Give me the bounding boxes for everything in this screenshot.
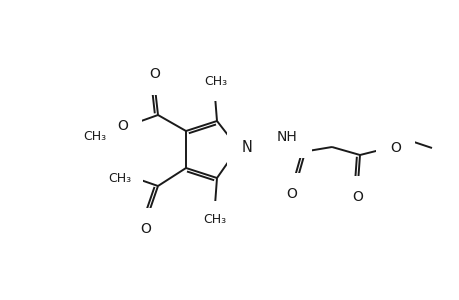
- Text: O: O: [389, 141, 400, 155]
- Text: CH₃: CH₃: [203, 213, 226, 226]
- Text: NH: NH: [276, 130, 297, 144]
- Text: CH₃: CH₃: [108, 172, 131, 184]
- Text: CH₃: CH₃: [204, 75, 227, 88]
- Text: O: O: [286, 187, 297, 201]
- Text: O: O: [140, 222, 151, 236]
- Text: N: N: [241, 140, 252, 155]
- Text: O: O: [352, 190, 363, 204]
- Text: CH₃: CH₃: [83, 130, 106, 143]
- Text: O: O: [149, 67, 160, 81]
- Text: O: O: [117, 119, 128, 133]
